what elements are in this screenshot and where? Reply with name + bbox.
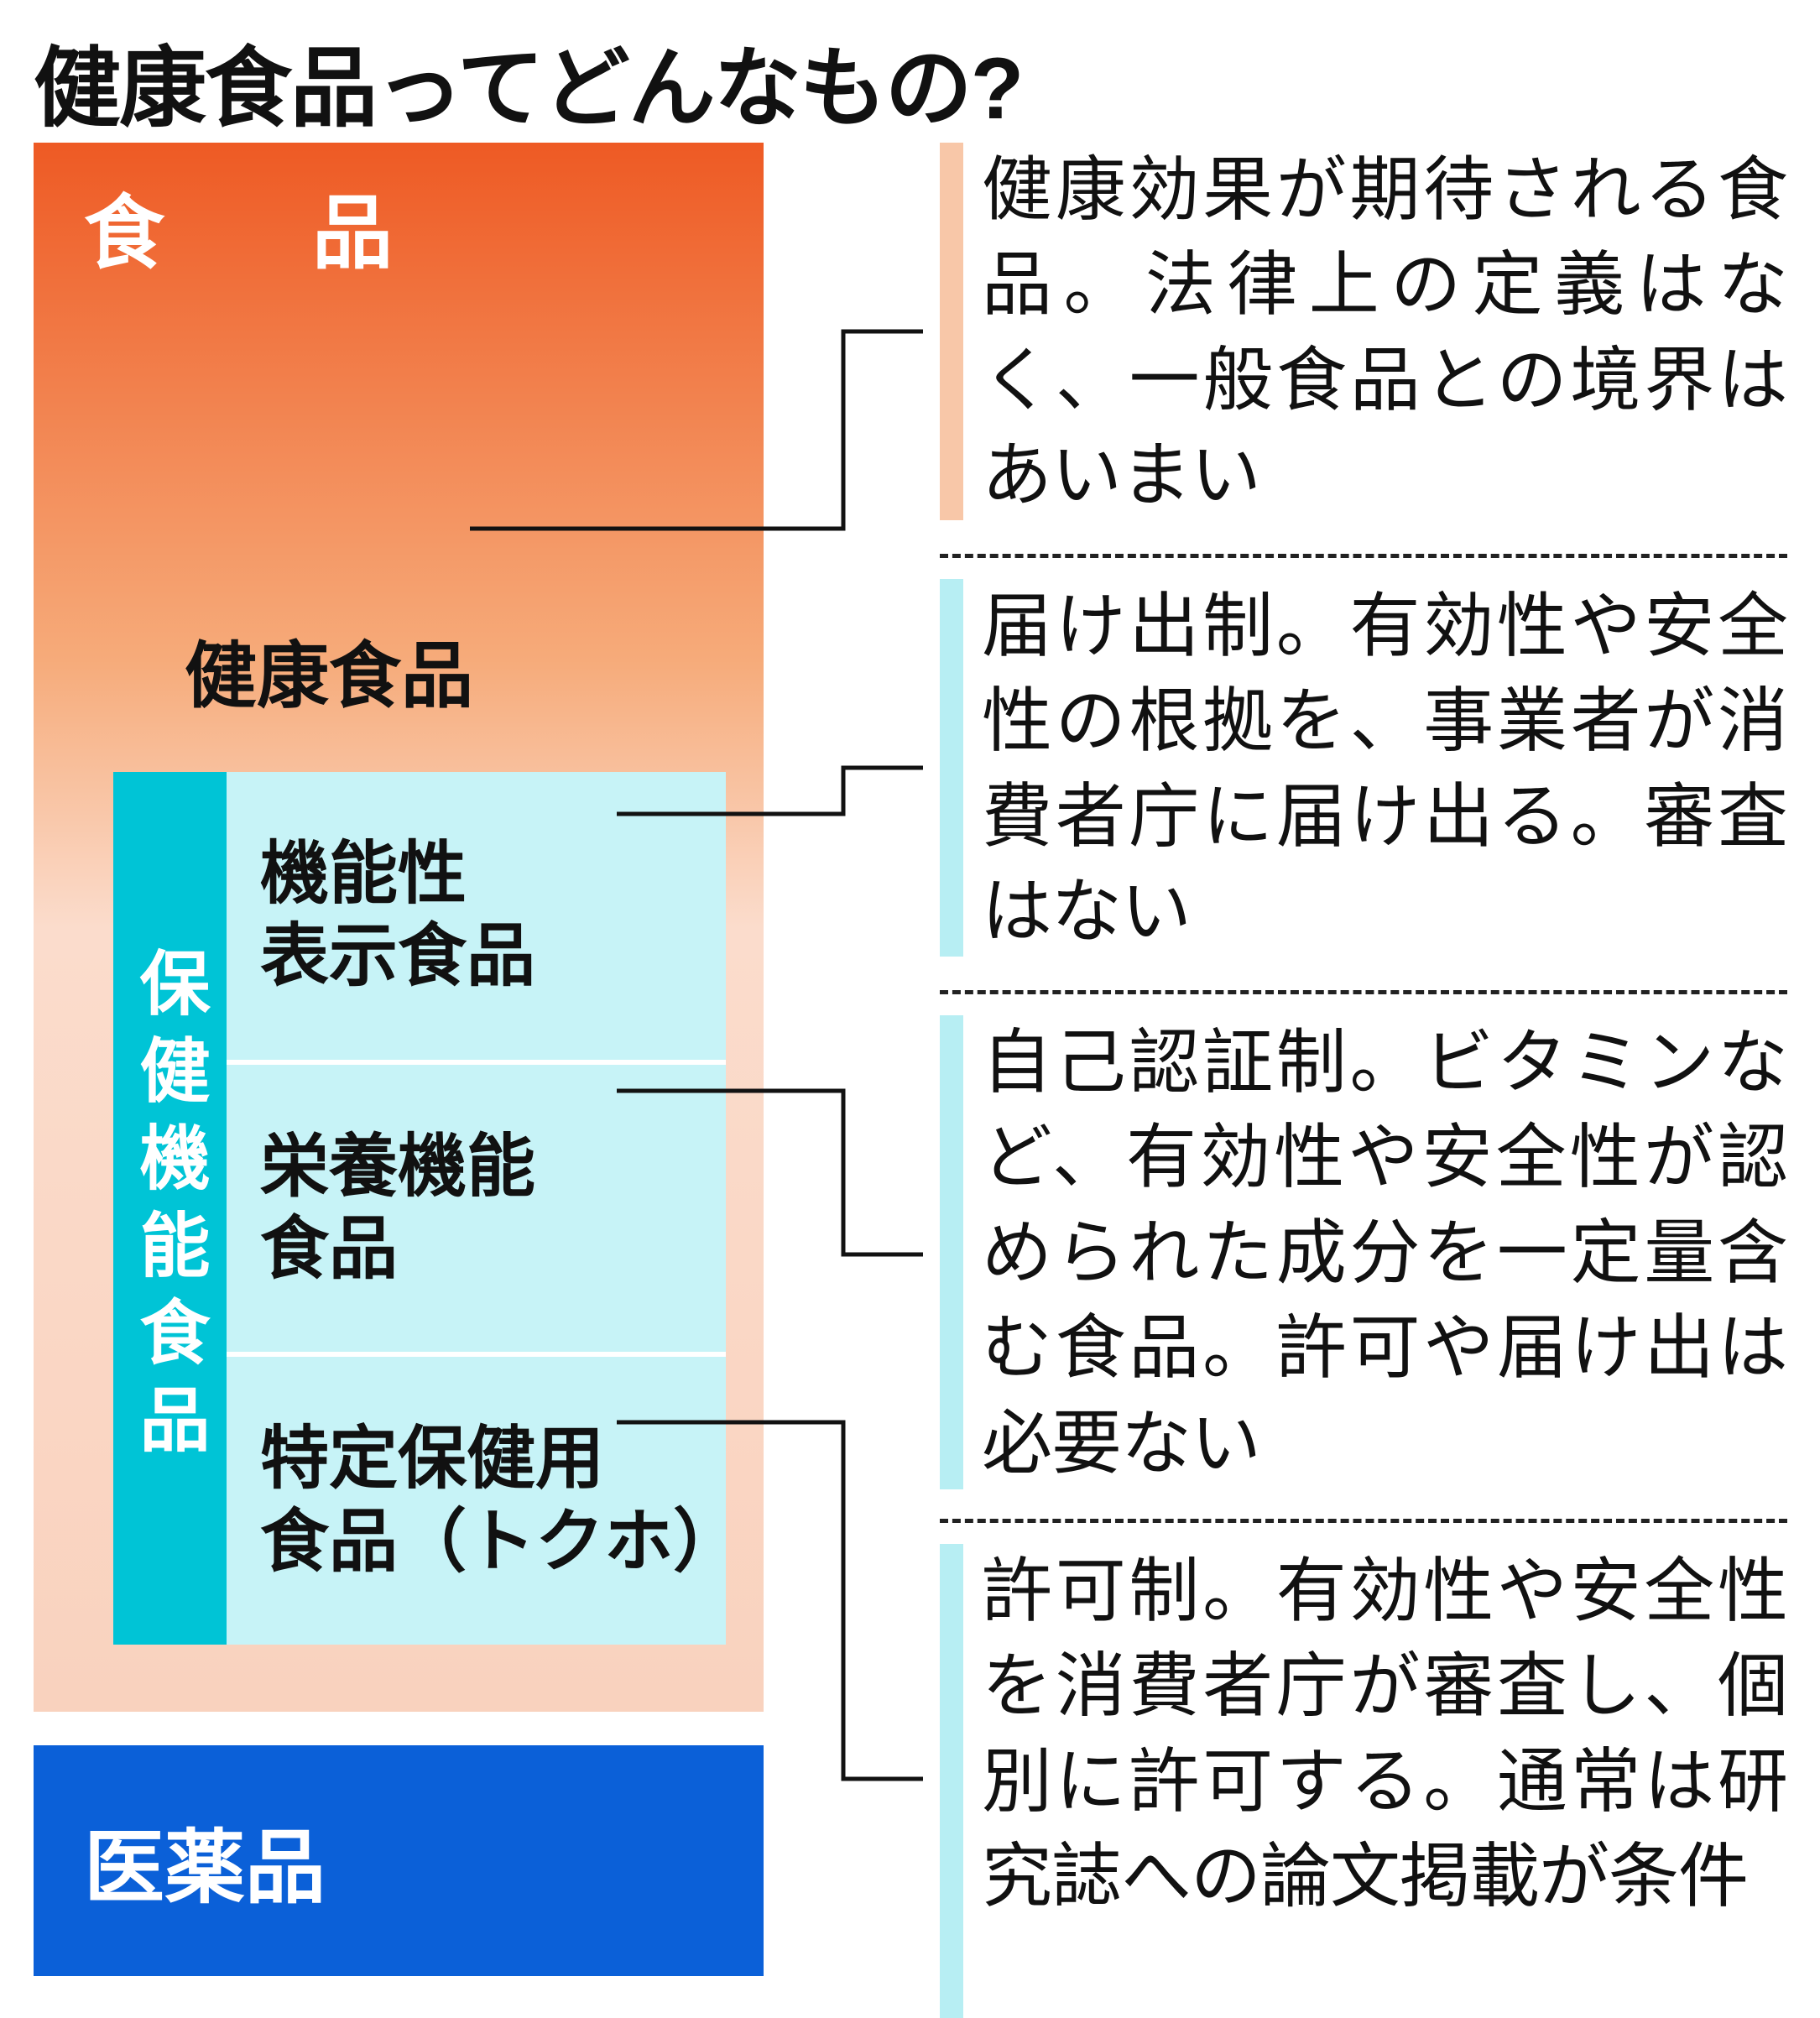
hoken-items: 機能性表示食品 栄養機能食品 特定保健用食品（トクホ）	[227, 772, 726, 1645]
food-category-box: 食 品 健康食品 保健機能食品 機能性表示食品 栄養機能食品 特定保健用食品（ト…	[34, 143, 764, 1712]
hoken-item-tokuho: 特定保健用食品（トクホ）	[227, 1357, 726, 1645]
desc-tokuho: 許可制。有効性や安全性を消費者庁が審査し、個別に許可する。通常は研究誌への論文掲…	[940, 1544, 1787, 2018]
health-food-label: 健康食品	[185, 617, 473, 722]
divider-3	[940, 1519, 1787, 1523]
hoken-item-functional: 機能性表示食品	[227, 772, 726, 1065]
medicine-box: 医薬品	[34, 1745, 764, 1976]
hoken-vertical-label: 保健機能食品	[119, 946, 221, 1470]
hoken-item-nutrient: 栄養機能食品	[227, 1065, 726, 1358]
hoken-block: 保健機能食品 機能性表示食品 栄養機能食品 特定保健用食品（トクホ）	[113, 772, 726, 1645]
divider-1	[940, 554, 1787, 558]
medicine-label: 医薬品	[84, 1802, 326, 1919]
food-label: 食 品	[84, 168, 426, 284]
hoken-vertical-bar: 保健機能食品	[113, 772, 227, 1645]
page-title: 健康食品ってどんなもの?	[34, 17, 1022, 143]
desc-nutrient: 自己認証制。ビタミンなど、有効性や安全性が認められた成分を一定量含む食品。許可や…	[940, 1015, 1787, 1489]
desc-functional: 届け出制。有効性や安全性の根拠を、事業者が消費者庁に届け出る。審査はない	[940, 579, 1787, 957]
desc-health-food: 健康効果が期待される食品。法律上の定義はなく、一般食品との境界はあいまい	[940, 143, 1787, 520]
divider-2	[940, 990, 1787, 994]
